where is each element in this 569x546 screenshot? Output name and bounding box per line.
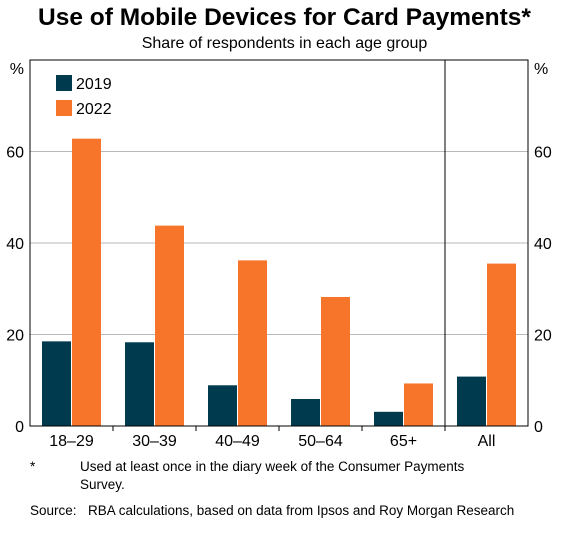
source-text: RBA calculations, based on data from Ips… — [88, 503, 515, 518]
y-unit-right: % — [534, 61, 548, 78]
bar-2022-1 — [72, 138, 101, 426]
bar-2019-2 — [125, 342, 154, 426]
y-tick-label-left: 40 — [6, 236, 24, 253]
footnote: * Used at least once in the diary week o… — [30, 458, 510, 494]
footnote-text: Used at least once in the diary week of … — [80, 459, 465, 492]
y-tick-label-right: 0 — [534, 419, 543, 436]
bar-2019-6 — [457, 376, 486, 426]
y-tick-label-left: 0 — [15, 419, 24, 436]
x-tick-label: 30–39 — [132, 433, 177, 450]
bar-2022-3 — [238, 260, 267, 426]
bar-2019-4 — [291, 399, 320, 426]
bar-2022-4 — [321, 296, 350, 426]
chart-title: Use of Mobile Devices for Card Payments* — [38, 4, 531, 31]
x-tick-label: 18–29 — [49, 433, 94, 450]
y-tick-label-right: 20 — [534, 328, 552, 345]
bar-2022-5 — [404, 383, 433, 426]
legend-label-2022: 2022 — [76, 101, 112, 118]
y-tick-label-left: 60 — [6, 145, 24, 162]
x-tick-label: All — [478, 433, 496, 450]
footnote-marker: * — [30, 459, 36, 474]
y-tick-label-right: 40 — [534, 236, 552, 253]
bar-2019-1 — [42, 341, 71, 426]
x-tick-label: 40–49 — [215, 433, 260, 450]
y-tick-label-right: 60 — [534, 145, 552, 162]
legend-swatch-2019 — [56, 75, 72, 91]
y-unit-left: % — [10, 61, 24, 78]
y-tick-label-left: 20 — [6, 328, 24, 345]
legend-swatch-2022 — [56, 100, 72, 116]
bar-2022-6 — [487, 263, 516, 426]
source-label: Source: — [30, 503, 77, 518]
chart-subtitle: Share of respondents in each age group — [141, 35, 428, 52]
x-tick-label: 65+ — [390, 433, 417, 450]
bar-2019-3 — [208, 385, 237, 426]
source-note: Source: RBA calculations, based on data … — [30, 502, 518, 520]
bar-2022-2 — [155, 225, 184, 426]
bar-2019-5 — [374, 411, 403, 426]
legend-label-2019: 2019 — [76, 76, 112, 93]
x-tick-label: 50–64 — [298, 433, 343, 450]
plot-frame — [29, 59, 529, 427]
